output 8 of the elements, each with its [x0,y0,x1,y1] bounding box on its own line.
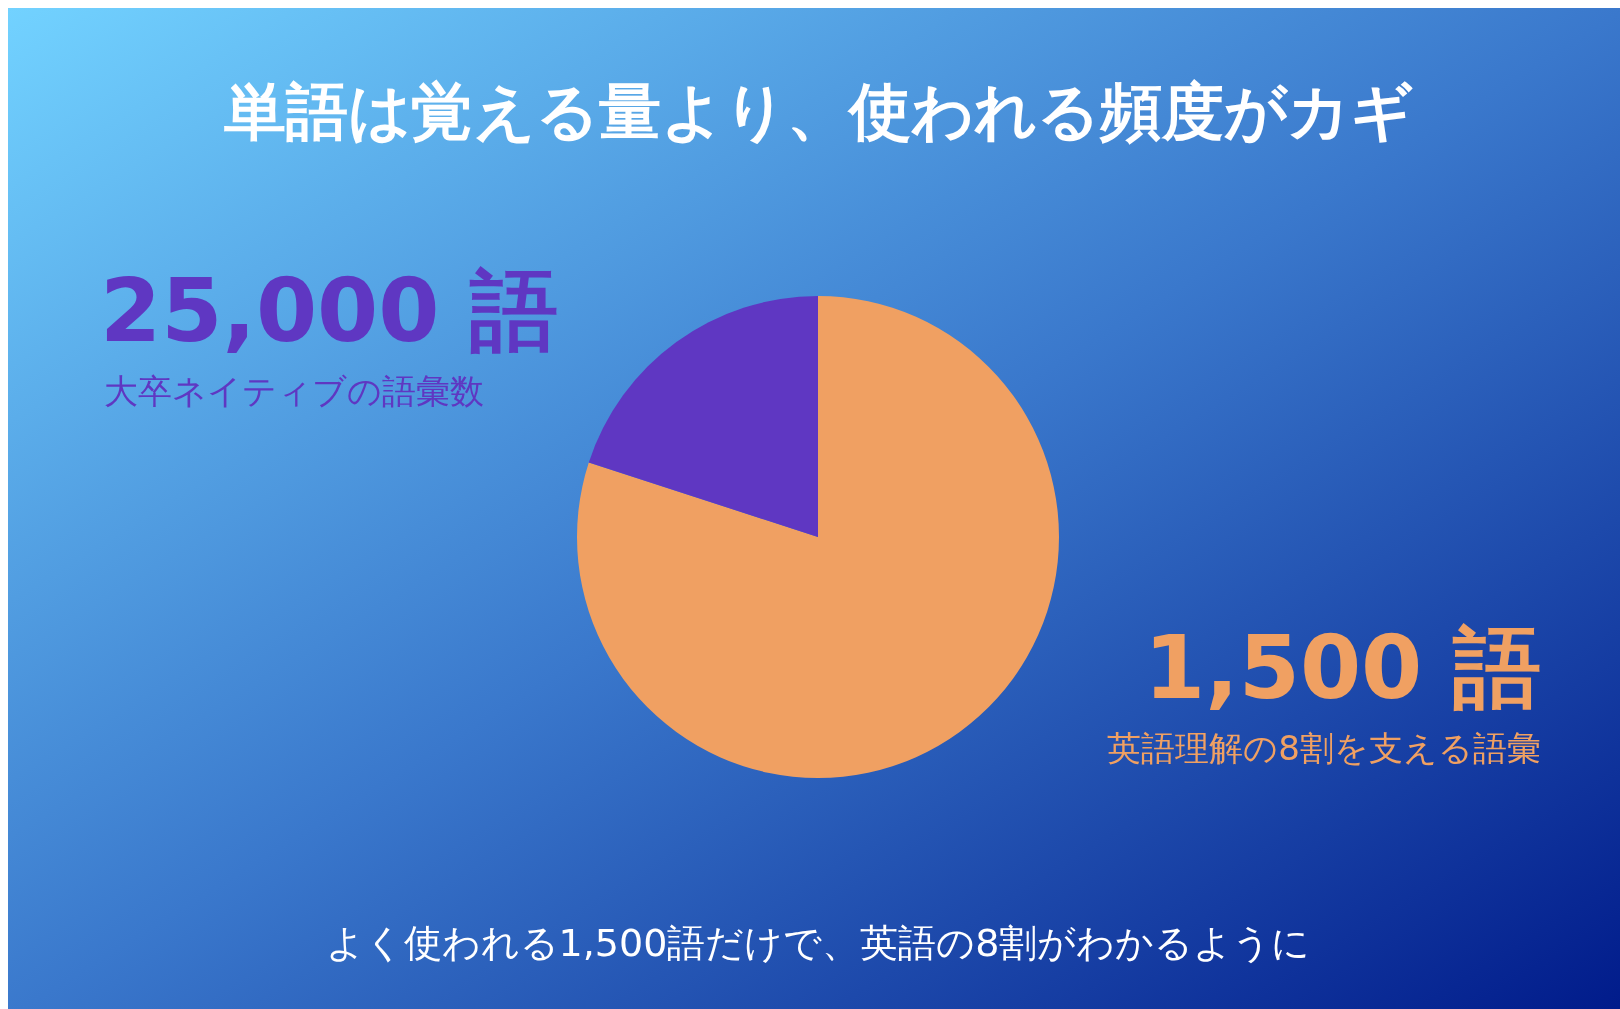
slice-label: 英語理解の8割を支える語彙 [1107,728,1541,768]
pie-slice [588,296,818,537]
text: 25,000 語 [100,259,559,362]
text: よく使われる1,500語だけで、英語の8割がわかるように [325,921,1311,965]
text: 1,500 語 [1144,616,1541,719]
slice-label: 大卒ネイティブの語彙数 [104,371,484,411]
chart-title: 単語は覚える量より、使われる頻度がカギ [223,75,1413,148]
pie-slice [577,296,1059,778]
